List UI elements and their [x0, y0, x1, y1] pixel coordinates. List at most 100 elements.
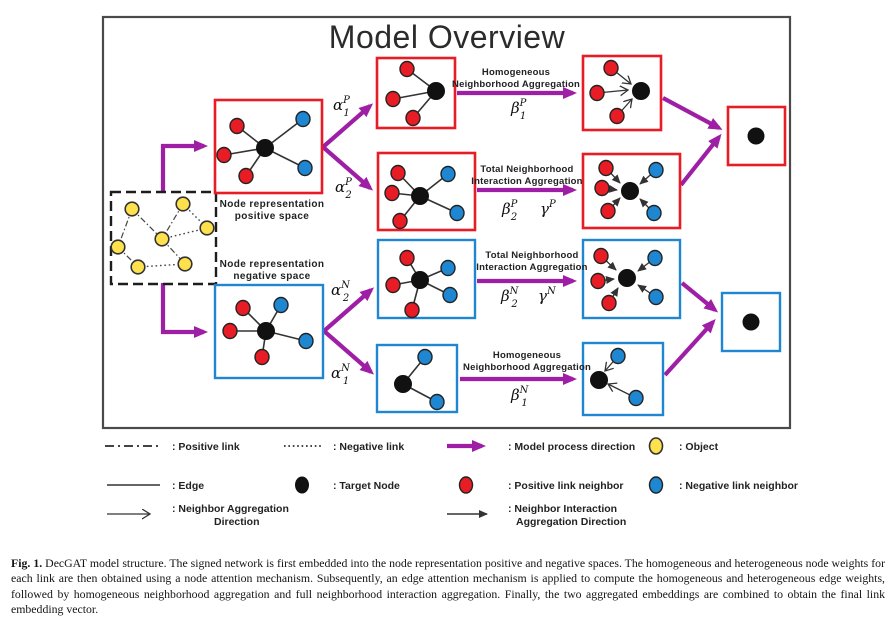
figure-caption-text: DecGAT model structure. The signed netwo… — [11, 556, 885, 617]
object-node — [175, 196, 191, 212]
negative-neighbor-node — [647, 249, 663, 267]
homogeneous-negative-label: Homogeneous — [493, 350, 561, 361]
positive-neighbor-node — [222, 322, 238, 340]
negative-neighbor-node — [429, 393, 445, 411]
object-node — [154, 231, 170, 247]
positive-link-label: : Positive link — [172, 441, 240, 453]
object-node — [177, 256, 193, 272]
target-node — [411, 187, 429, 205]
total-positive-graph — [376, 151, 477, 232]
negative-neighbor-node — [417, 348, 433, 366]
total-negative-graph — [376, 238, 477, 320]
alpha1P-label: αP 1 — [333, 95, 350, 119]
positive-neighbor-node — [216, 146, 232, 164]
target-node — [257, 322, 275, 340]
model-process-direction-label: : Model process direction — [508, 441, 635, 453]
homogeneous-positive-aggregation — [581, 54, 663, 132]
negative-neighbor-node — [442, 286, 458, 304]
positive-space-graph — [213, 98, 324, 195]
negative-neighbor-node — [648, 161, 664, 179]
model-process-arrows — [160, 87, 723, 385]
positive-space-label: Node representation — [220, 199, 325, 210]
neighbor-aggregation-label: : Neighbor Aggregation — [172, 503, 289, 515]
neighbor-interaction-label: Aggregation Direction — [516, 516, 626, 528]
total-negative-label: Interaction Aggregation — [476, 262, 587, 273]
object-label: : Object — [679, 441, 719, 453]
beta2P-label: βP 2 — [501, 199, 518, 223]
positive-neighbor-node — [601, 294, 617, 312]
alpha1N-label: αN 1 — [331, 363, 351, 387]
target-node — [747, 127, 765, 145]
gammaP-label: γP — [540, 199, 556, 218]
gammaN-label: γN — [538, 286, 557, 305]
negative-space-graph — [213, 283, 325, 380]
negative-neighbor-node — [298, 332, 314, 350]
total-positive-label: Total Neighborhood — [480, 164, 573, 175]
positive-neighbor-node — [399, 249, 415, 267]
total-positive-label: Interaction Aggregation — [471, 176, 582, 187]
positive-neighbor-node — [600, 202, 616, 220]
positive-neighbor-node — [254, 348, 270, 366]
signed-network-border — [109, 190, 218, 286]
negative-neighbor-node — [440, 259, 456, 277]
figure-caption: Fig. 1. DecGAT model structure. The sign… — [11, 556, 885, 618]
negative-neighbor-node — [610, 347, 626, 365]
object-node — [130, 259, 146, 275]
positive-neighbor-icon — [458, 476, 474, 494]
positive-neighbor-node — [390, 164, 406, 182]
positive-neighbor-node — [405, 109, 421, 127]
positive-neighbor-node — [603, 59, 619, 77]
object-icon — [648, 437, 664, 455]
homogeneous-positive-label: Neighborhood Aggregation — [452, 79, 580, 90]
negative-neighbor-node — [628, 389, 644, 407]
positive-neighbor-node — [598, 159, 614, 177]
negative-neighbor-node — [440, 165, 456, 183]
positive-neighbor-node — [385, 90, 401, 108]
negative-space-label: Node representation — [220, 259, 325, 270]
negative-neighbor-node — [273, 296, 289, 314]
total-positive-aggregation — [581, 152, 682, 230]
negative-neighbor-node — [449, 204, 465, 222]
target-node — [394, 375, 412, 393]
positive-neighbor-node — [593, 247, 609, 265]
weight-labels: αP 1 αP 2 αN 2 αN 1 βP 1 βP 2 γP βN 2 γN βN 1 — [331, 95, 557, 409]
total-negative-aggregation — [581, 238, 682, 320]
target-node — [256, 139, 274, 157]
alpha2N-label: αN 2 — [331, 280, 351, 304]
negative-embedding-box — [720, 291, 782, 353]
negative-space-label: negative space — [233, 271, 310, 282]
object-node — [199, 220, 215, 236]
total-negative-label: Total Neighborhood — [485, 250, 578, 261]
target-node — [590, 371, 608, 389]
positive-neighbor-node — [384, 184, 400, 202]
negative-neighbor-label: : Negative link neighbor — [679, 480, 798, 492]
positive-neighbor-label: : Positive link neighbor — [508, 480, 624, 492]
model-overview-diagram: Model Overview — [101, 15, 798, 528]
positive-neighbor-node — [229, 117, 245, 135]
target-node — [742, 313, 760, 331]
negative-link-label: : Negative link — [333, 441, 404, 453]
homogeneous-positive-graph — [375, 56, 457, 130]
negative-neighbor-node — [646, 204, 662, 222]
positive-neighbor-node — [392, 212, 408, 230]
positive-neighbor-node — [589, 84, 605, 102]
target-node — [411, 271, 429, 289]
target-node-icon — [295, 476, 309, 494]
process-step-labels: Homogeneous Neighborhood Aggregation Tot… — [452, 67, 591, 373]
positive-neighbor-node — [399, 60, 415, 78]
figure-border — [101, 15, 792, 430]
positive-neighbor-node — [594, 179, 610, 197]
negative-neighbor-node — [648, 288, 664, 306]
edge-label: : Edge — [172, 480, 204, 492]
alpha2P-label: αP 2 — [335, 177, 352, 201]
positive-neighbor-node — [385, 276, 401, 294]
target-node — [427, 82, 445, 100]
positive-embedding-box — [726, 105, 787, 167]
homogeneous-positive-label: Homogeneous — [482, 67, 550, 78]
target-node — [621, 182, 639, 200]
negative-neighbor-icon — [648, 476, 664, 494]
object-node — [110, 239, 126, 255]
positive-neighbor-node — [404, 301, 420, 319]
target-node — [632, 82, 650, 100]
